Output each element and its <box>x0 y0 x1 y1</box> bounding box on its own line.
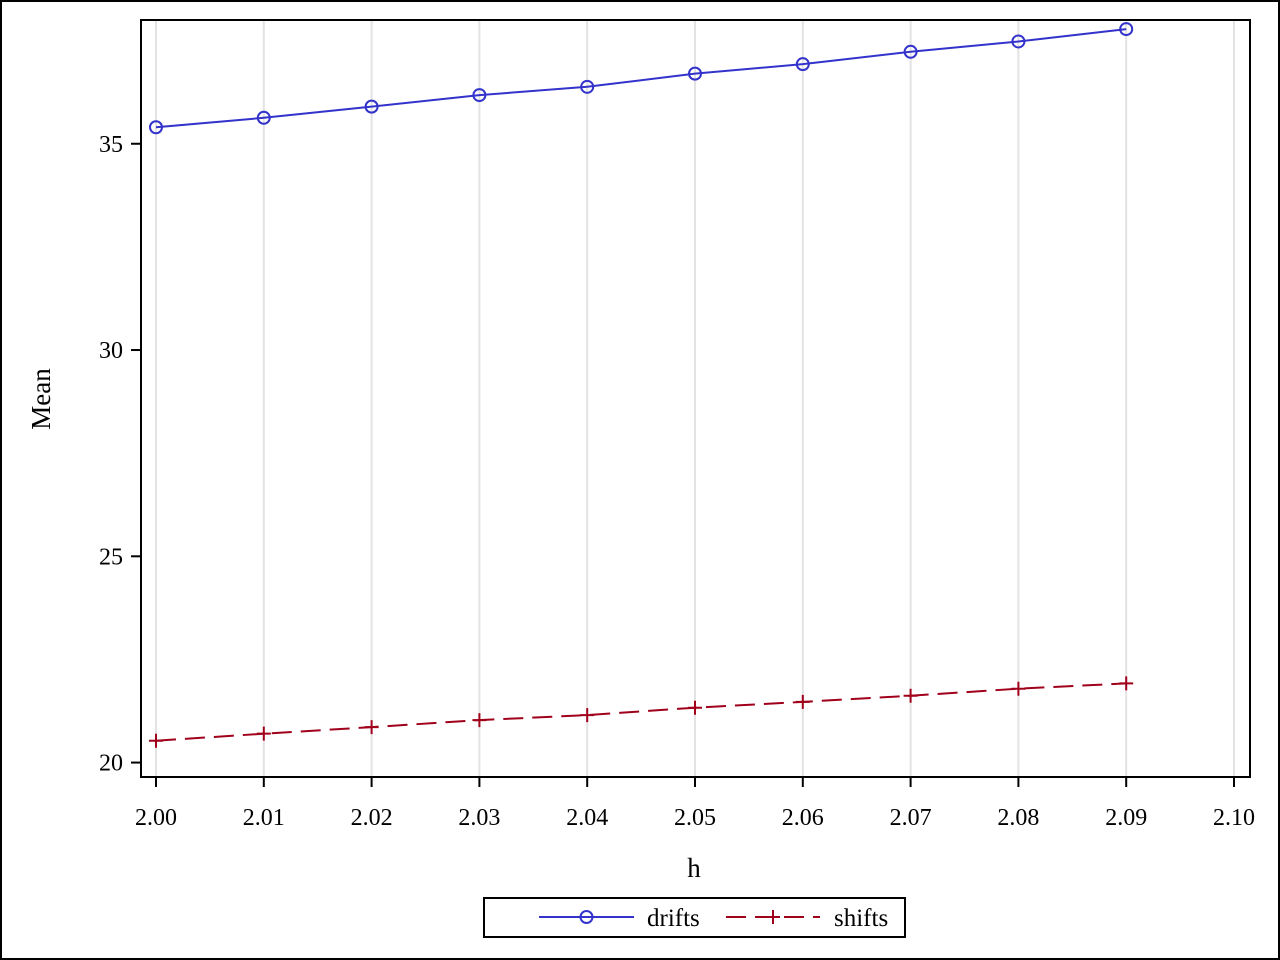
data-point-drifts <box>580 79 595 94</box>
series-line-shifts <box>155 682 1127 742</box>
data-point-drifts <box>1011 34 1026 49</box>
series-shifts <box>149 676 1134 748</box>
x-tick-label: 2.03 <box>458 805 500 831</box>
y-axis-ticks: 20 25 30 35 <box>99 132 141 777</box>
data-point-shifts <box>364 720 379 735</box>
data-point-drifts <box>256 110 271 125</box>
data-point-shifts <box>903 688 918 703</box>
y-tick-label: 30 <box>99 338 123 364</box>
legend-entry-drifts: drifts <box>539 905 700 932</box>
x-tick-label: 2.02 <box>351 805 393 831</box>
data-point-shifts <box>795 694 810 709</box>
data-point-shifts <box>256 726 271 741</box>
data-point-drifts <box>149 120 163 135</box>
data-point-drifts <box>472 88 487 103</box>
x-tick-label: 2.08 <box>997 805 1039 831</box>
x-axis-ticks: 2.00 2.01 2.02 2.03 2.04 2.05 2.06 2.07 2.08 2.09… <box>135 777 1255 831</box>
x-tick-label: 2.01 <box>243 805 285 831</box>
data-point-shifts <box>149 733 163 748</box>
x-tick-label: 2.00 <box>135 805 177 831</box>
legend-items: drifts shifts <box>539 905 888 932</box>
legend: drifts shifts <box>483 897 906 938</box>
x-tick-label: 2.05 <box>674 805 716 831</box>
y-tick-label: 35 <box>99 132 123 158</box>
legend-label-shifts: shifts <box>834 905 888 932</box>
series-layer <box>149 22 1134 748</box>
x-tick-label: 2.09 <box>1105 805 1147 831</box>
data-point-drifts <box>903 44 918 59</box>
data-point-shifts <box>472 713 487 728</box>
series-drifts <box>149 22 1134 135</box>
data-point-shifts <box>1011 681 1026 696</box>
x-tick-label: 2.10 <box>1213 805 1255 831</box>
series-line-drifts <box>155 28 1127 129</box>
gridlines <box>155 21 1235 776</box>
legend-marker-shifts <box>766 910 780 924</box>
data-point-drifts <box>364 99 379 114</box>
data-point-drifts <box>1119 22 1134 37</box>
legend-label-drifts: drifts <box>647 905 700 932</box>
y-tick-label: 25 <box>99 544 123 570</box>
data-point-shifts <box>688 700 702 715</box>
y-tick-label: 20 <box>99 751 123 777</box>
y-axis-title: Mean <box>26 368 56 430</box>
legend-marker-drifts <box>579 910 594 924</box>
x-tick-label: 2.04 <box>566 805 608 831</box>
legend-entry-shifts: shifts <box>726 905 888 932</box>
x-tick-label: 2.07 <box>890 805 932 831</box>
x-tick-label: 2.06 <box>782 805 824 831</box>
data-point-shifts <box>1119 676 1134 691</box>
data-point-shifts <box>580 708 595 723</box>
data-point-drifts <box>795 57 810 72</box>
x-axis-title: h <box>687 853 701 883</box>
data-point-drifts <box>688 66 702 81</box>
